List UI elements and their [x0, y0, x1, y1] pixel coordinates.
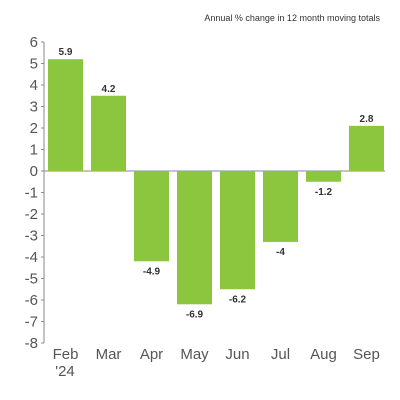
- data-label-may: -6.9: [186, 309, 204, 320]
- x-label-mar: Mar: [96, 346, 122, 363]
- y-tick-label: 0: [30, 163, 38, 180]
- y-tick-label: 5: [30, 56, 38, 73]
- bar-jul: [263, 171, 298, 242]
- bar-jun: [220, 171, 255, 290]
- y-tick-label: -4: [25, 249, 38, 266]
- y-tick-group: 6 5 4 3 2 1 0 -1 -2 -3 -4 -5 -6 -7 -8: [25, 34, 44, 352]
- y-tick-label: -6: [25, 292, 38, 309]
- data-label-jul: -4: [276, 247, 285, 258]
- x-label-jul: Jul: [271, 346, 290, 363]
- bar-aug: [306, 171, 341, 182]
- data-label-sep: 2.8: [360, 114, 374, 125]
- y-tick-label: -2: [25, 206, 38, 223]
- x-label-apr: Apr: [140, 346, 163, 363]
- data-label-mar: 4.2: [102, 84, 116, 95]
- x-label-sep: Sep: [353, 346, 380, 363]
- y-tick-label: -1: [25, 185, 38, 202]
- x-label-jun: Jun: [225, 346, 249, 363]
- bar-sep: [349, 125, 384, 171]
- y-tick-label: -5: [25, 271, 38, 288]
- bar-apr: [134, 171, 169, 262]
- data-label-aug: -1.2: [315, 187, 333, 198]
- chart-annotation: Annual % change in 12 month moving total…: [204, 13, 380, 23]
- bar-feb: [48, 59, 83, 172]
- x-year-label: '24: [55, 363, 75, 380]
- y-tick-label: 3: [30, 99, 38, 116]
- bar-may: [177, 171, 212, 305]
- x-label-feb: Feb: [53, 346, 79, 363]
- data-label-jun: -6.2: [229, 294, 247, 305]
- bar-mar: [91, 95, 126, 171]
- y-tick-label: 2: [30, 120, 38, 137]
- data-label-feb: 5.9: [59, 47, 73, 58]
- y-tick-label: 1: [30, 142, 38, 159]
- bar-group: [48, 59, 384, 305]
- y-tick-label: -7: [25, 314, 38, 331]
- data-label-group: 5.9 4.2 -4.9 -6.9 -6.2 -4 -1.2 2.8: [59, 47, 374, 320]
- data-label-apr: -4.9: [143, 266, 161, 277]
- x-label-group: Feb Mar Apr May Jun Jul Aug Sep: [53, 346, 380, 363]
- y-tick-label: -3: [25, 228, 38, 245]
- x-label-aug: Aug: [310, 346, 337, 363]
- y-tick-label: 6: [30, 34, 38, 51]
- x-label-may: May: [180, 346, 209, 363]
- y-tick-label: 4: [30, 77, 38, 94]
- y-tick-label: -8: [25, 335, 38, 352]
